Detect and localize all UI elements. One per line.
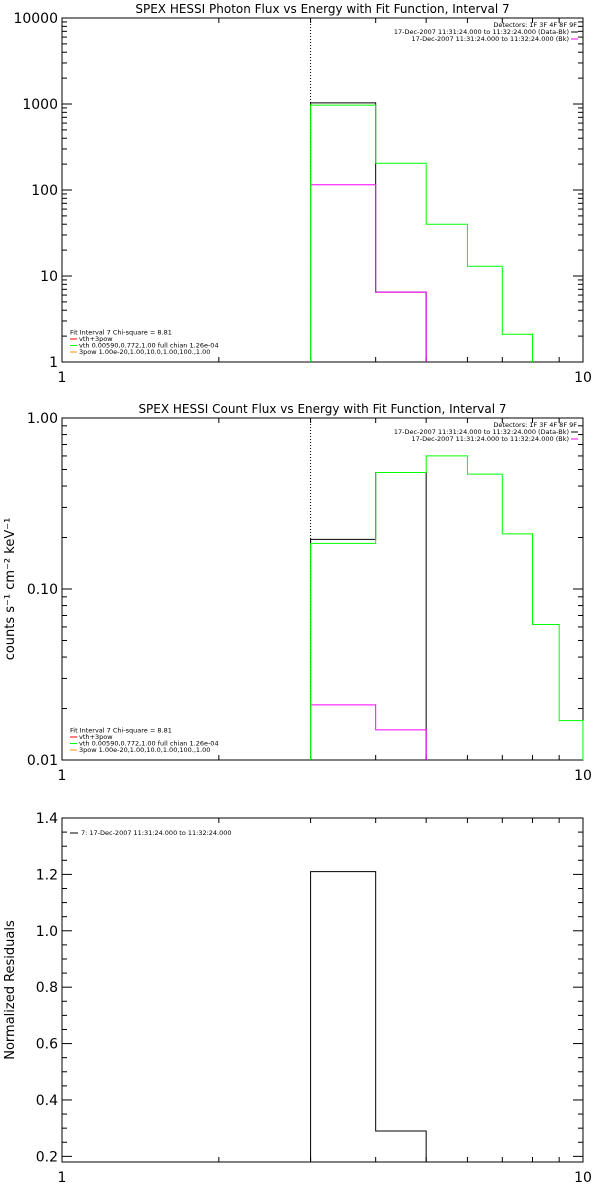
legend-entry: 17-Dec-2007 11:31:24.000 to 11:32:24.000…: [394, 28, 569, 36]
y-tick-label: 1.2: [36, 867, 58, 883]
legend-bottom-left: Fit Interval 7 Chi-square = 8.81vth+3pow…: [70, 727, 219, 754]
x-tick-label: 10: [574, 768, 592, 784]
y-tick-label: 1.4: [36, 811, 58, 827]
legend-bottom-left: Fit Interval 7 Chi-square = 8.81vth+3pow…: [70, 329, 219, 356]
x-tick-label: 10: [574, 370, 592, 386]
legend-entry: vth 0.00590,0.772,1.00 full chian 1.26e-…: [79, 740, 219, 748]
legend-entry: vth+3pow: [79, 335, 113, 343]
y-axis-label: counts s⁻¹ cm⁻² keV⁻¹: [3, 518, 18, 661]
legend-top-right: 7: 17-Dec-2007 11:31:24.000 to 11:32:24.…: [70, 829, 232, 837]
series-1-steps: [310, 472, 427, 760]
y-tick-label: 100: [31, 183, 58, 199]
legend-entry: 17-Dec-2007 11:31:24.000 to 11:32:24.000…: [394, 428, 569, 436]
series-3-steps: [310, 455, 584, 760]
y-tick-label: 0.8: [36, 980, 58, 996]
fit-info: Fit Interval 7 Chi-square = 8.81: [70, 329, 172, 337]
y-tick-label: 0.6: [36, 1037, 58, 1053]
y-tick-label: 1: [49, 355, 58, 371]
series-2-steps: [310, 704, 427, 760]
y-tick-label: 0.01: [27, 753, 58, 769]
panel-2: SPEX HESSI Count Flux vs Energy with Fit…: [3, 402, 592, 784]
legend-entry: 17-Dec-2007 11:31:24.000 to 11:32:24.000…: [412, 35, 570, 43]
series-2-steps: [310, 184, 427, 362]
panel-3: Normalized Residuals 1 10 0.2 0.4 0.6 0.8 1.0 1.…: [3, 811, 592, 1186]
panel-1: SPEX HESSI Photon Flux vs Energy with Fi…: [13, 2, 591, 386]
legend-entry: vth+3pow: [79, 733, 113, 741]
series-3-steps: [310, 104, 534, 362]
plot-frame: [61, 817, 584, 1163]
y-tick-label: 1000: [22, 97, 58, 113]
legend-entry: 7: 17-Dec-2007 11:31:24.000 to 11:32:24.…: [81, 829, 232, 837]
y-tick-label: 0.10: [27, 582, 58, 598]
chart-title: SPEX HESSI Count Flux vs Energy with Fit…: [138, 402, 506, 416]
y-tick-label: 10: [40, 269, 58, 285]
fit-info: Fit Interval 7 Chi-square = 8.81: [70, 727, 172, 735]
x-tick-label: 1: [58, 1170, 67, 1186]
x-tick-label: 1: [58, 370, 67, 386]
legend-entry: 17-Dec-2007 11:31:24.000 to 11:32:24.000…: [412, 435, 570, 443]
series-1-steps: [310, 871, 427, 1162]
y-tick-label: 0.4: [36, 1093, 58, 1109]
y-axis-label: Normalized Residuals: [3, 920, 18, 1060]
y-tick-label: 10000: [13, 11, 58, 27]
y-tick-label: 0.2: [36, 1149, 58, 1165]
x-tick-label: 10: [574, 1170, 592, 1186]
plot-frame: [61, 417, 584, 761]
legend-entry: 3pow 1.00e-20,1.00,10.0,1.00,100.,1.00: [79, 746, 210, 754]
plot-frame: [61, 17, 584, 363]
chart-title: SPEX HESSI Photon Flux vs Energy with Fi…: [135, 2, 509, 16]
legend-header: Detectors: 1F 3F 4F 8F 9F: [493, 21, 577, 29]
x-tick-label: 1: [58, 768, 67, 784]
legend-header: Detectors: 1F 3F 4F 8F 9F: [493, 421, 577, 429]
y-tick-label: 1.00: [27, 411, 58, 427]
legend-entry: 3pow 1.00e-20,1.00,10.0,1.00,100.,1.00: [79, 348, 210, 356]
y-tick-label: 1.0: [36, 924, 58, 940]
series-1-steps: [310, 102, 427, 362]
legend-entry: vth 0.00590,0.772,1.00 full chian 1.26e-…: [79, 342, 219, 350]
